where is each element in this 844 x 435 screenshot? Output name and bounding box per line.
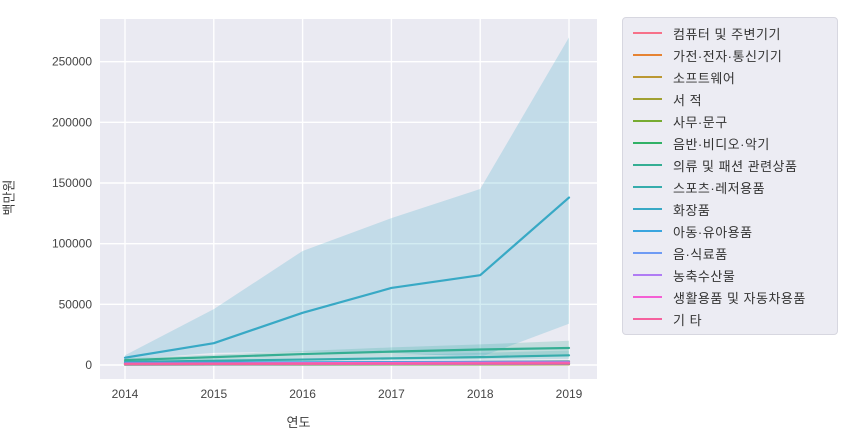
legend-label: 생활용품 및 자동차용품 — [673, 290, 806, 306]
legend-line-swatch — [633, 208, 662, 210]
legend-line-swatch — [633, 274, 662, 276]
legend-item: 화장품 — [623, 199, 837, 220]
y-tick-label: 250000 — [52, 55, 92, 69]
legend-item: 사무·문구 — [623, 111, 837, 132]
legend-label: 기 타 — [673, 312, 703, 328]
legend-line-swatch — [633, 186, 662, 188]
x-tick-label: 2016 — [289, 387, 316, 401]
series-line — [123, 346, 571, 362]
x-tick-label: 2018 — [467, 387, 494, 401]
y-tick-label: 0 — [85, 358, 92, 372]
legend-item: 컴퓨터 및 주변기기 — [623, 23, 837, 44]
y-tick-label: 150000 — [52, 176, 92, 190]
legend-line-swatch — [633, 120, 662, 122]
legend-item: 스포츠·레저용품 — [623, 177, 837, 198]
legend-line-swatch — [633, 252, 662, 254]
legend-label: 가전·전자·통신기기 — [673, 48, 783, 64]
legend-label: 소프트웨어 — [673, 70, 736, 86]
series-lines — [123, 196, 571, 366]
legend-item: 서 적 — [623, 89, 837, 110]
legend-line-swatch — [633, 54, 662, 56]
x-tick-label: 2019 — [556, 387, 583, 401]
legend-label: 의류 및 패션 관련상품 — [673, 158, 798, 174]
tick-labels: 0 50000 100000 150000 200000 250000 2014 2015 20… — [52, 55, 583, 401]
legend-item: 소프트웨어 — [623, 67, 837, 88]
y-axis-label: 백만원 — [1, 179, 17, 216]
legend-item: 기 타 — [623, 309, 837, 330]
legend-line-swatch — [633, 318, 662, 320]
x-tick-label: 2015 — [200, 387, 227, 401]
legend-item: 음·식료품 — [623, 243, 837, 264]
y-tick-label: 100000 — [52, 237, 92, 251]
legend-item: 의류 및 패션 관련상품 — [623, 155, 837, 176]
legend-item: 아동·유아용품 — [623, 221, 837, 242]
y-tick-label: 50000 — [59, 297, 93, 311]
plot-area — [100, 19, 597, 379]
x-tick-label: 2014 — [112, 387, 139, 401]
legend-label: 농축수산물 — [673, 268, 736, 284]
legend-label: 사무·문구 — [673, 114, 728, 130]
series-line — [123, 354, 571, 364]
gridlines — [100, 19, 597, 379]
legend-item: 가전·전자·통신기기 — [623, 45, 837, 66]
legend-item: 음반·비디오·악기 — [623, 133, 837, 154]
legend-line-swatch — [633, 98, 662, 100]
legend-item: 생활용품 및 자동차용품 — [623, 287, 837, 308]
legend-label: 음반·비디오·악기 — [673, 136, 770, 152]
legend-label: 스포츠·레저용품 — [673, 180, 766, 196]
legend-line-swatch — [633, 164, 662, 166]
x-axis-label: 연도 — [286, 415, 311, 430]
legend-label: 아동·유아용품 — [673, 224, 753, 240]
legend-label: 음·식료품 — [673, 246, 728, 262]
legend-item: 농축수산물 — [623, 265, 837, 286]
legend-line-swatch — [633, 142, 662, 144]
series-line — [123, 362, 571, 366]
x-tick-label: 2017 — [378, 387, 405, 401]
legend-line-swatch — [633, 32, 662, 34]
legend-line-swatch — [633, 76, 662, 78]
legend-line-swatch — [633, 296, 662, 298]
legend-line-swatch — [633, 230, 662, 232]
series-line — [123, 196, 571, 359]
legend-label: 서 적 — [673, 92, 703, 108]
y-tick-label: 200000 — [52, 115, 92, 129]
legend-label: 화장품 — [673, 202, 711, 218]
legend-label: 컴퓨터 및 주변기기 — [673, 26, 781, 42]
